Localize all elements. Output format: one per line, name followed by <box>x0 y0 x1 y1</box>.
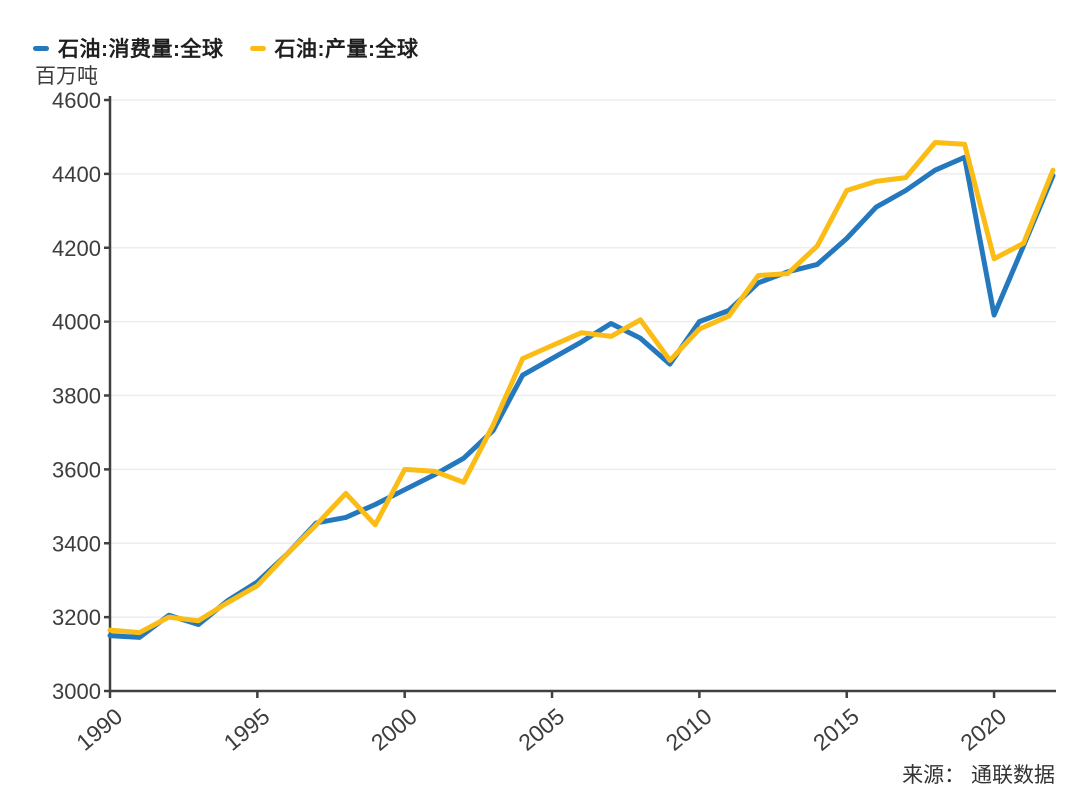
legend-label-production: 石油:产量:全球 <box>274 38 419 61</box>
series-line-production <box>107 140 1056 636</box>
production-line-swatch-icon <box>249 45 266 51</box>
y-tick-label: 4200 <box>52 236 101 261</box>
y-tick-label: 3800 <box>52 384 101 409</box>
x-tick-label: 2010 <box>661 703 717 756</box>
legend-label-consumption: 石油:消费量:全球 <box>58 38 224 61</box>
source-attribution: 来源： 通联数据 <box>902 764 1055 787</box>
y-tick-label: 4600 <box>52 88 101 113</box>
y-tick-label: 3000 <box>52 679 101 704</box>
legend-item-production[interactable]: 石油:产量:全球 <box>249 33 419 63</box>
y-tick-label: 3400 <box>52 531 101 556</box>
consumption-line-swatch-icon <box>33 45 49 51</box>
y-tick-label: 3600 <box>52 457 101 482</box>
y-tick-label: 4000 <box>52 310 101 335</box>
x-tick-label: 1990 <box>71 703 127 756</box>
series-line-consumption <box>107 154 1056 640</box>
x-tick-label: 2020 <box>955 703 1011 756</box>
legend: 石油:消费量:全球 石油:产量:全球 <box>33 33 419 63</box>
x-tick-label: 2000 <box>366 703 422 756</box>
y-tick-label: 3200 <box>52 605 101 630</box>
y-tick-label: 4400 <box>52 162 101 187</box>
legend-item-consumption[interactable]: 石油:消费量:全球 <box>33 33 224 63</box>
x-tick-label: 2005 <box>513 703 569 756</box>
x-tick-label: 1995 <box>219 703 275 756</box>
y-axis-unit-label: 百万吨 <box>35 65 98 88</box>
x-tick-label: 2015 <box>808 703 864 756</box>
